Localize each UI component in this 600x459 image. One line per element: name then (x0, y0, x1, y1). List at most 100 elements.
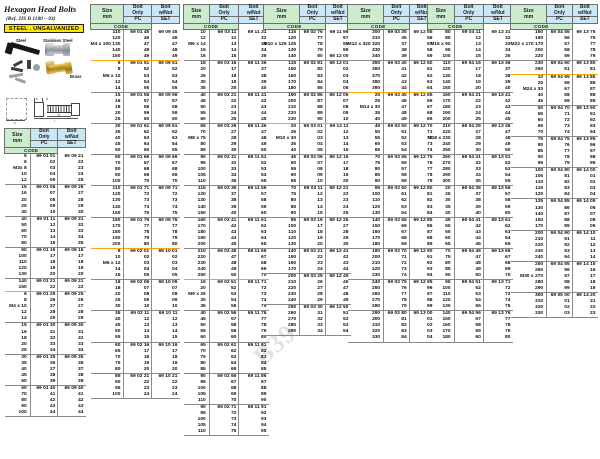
cell-size: 20 (290, 123, 297, 129)
cell-code-bolt-only: 74 (123, 204, 152, 211)
cell-code-bolt-with-nut: 69 09 71 (151, 185, 180, 193)
table-row: 280 33 53 (264, 323, 351, 330)
cell-code-bolt-only: 69 03 35 (383, 29, 410, 37)
cell-size: 70 (510, 129, 547, 137)
table-row: 10 02 02 (91, 254, 180, 261)
cell-size: 65 (263, 179, 300, 187)
table-row: 50 42 62 (428, 223, 513, 230)
table-row: 105 69 89 (184, 391, 269, 398)
cell-code-bolt-only: 69 01 51 (123, 60, 152, 68)
cell-code-bolt-with-nut: 25 (324, 210, 351, 218)
cell-code-bolt-with-nut: 38 (482, 73, 513, 80)
cell-code-bolt-only: 69 03 30 (299, 304, 326, 312)
cell-size: 70 (200, 129, 206, 135)
table-row: 220 92 12 (511, 242, 598, 249)
cell-size: 50 (200, 323, 206, 329)
header-size: Size mm (427, 4, 455, 24)
cell-code-bolt-only: 69 04 65 (546, 74, 573, 81)
table-row: 35 48 68 (348, 110, 435, 117)
table-row: 100 70 70 (90, 179, 180, 187)
cell-code-bolt-only: 65 (208, 366, 239, 374)
table-row: 80 15 35 (4, 240, 86, 248)
cell-code-bolt-only: 50 (208, 273, 239, 281)
cell-code-bolt-only: 44 (453, 235, 484, 242)
table-row: 300 69 05 00 69 14 20 (511, 292, 598, 300)
cell-size: 290 (442, 173, 451, 179)
cell-code-bolt-only: 40 (453, 210, 484, 218)
cell-code-bolt-only: 67 (123, 161, 152, 168)
cell-code-bolt-with-nut: 69 (151, 173, 180, 180)
table-row: 80 69 04 11 69 13 31 (428, 29, 513, 37)
cell-code-bolt-with-nut: 21 (571, 299, 598, 306)
cell-code-bolt-with-nut: 92 (571, 117, 598, 124)
cell-size: 100 (197, 167, 206, 173)
cell-code-bolt-with-nut: 03 (571, 186, 598, 193)
table-row: 80 29 49 (184, 142, 269, 149)
cell-size: 260 (371, 292, 381, 298)
cell-size: 110 (112, 30, 121, 36)
cell-code-bolt-with-nut: 32 (57, 222, 86, 229)
table-row: 5 69 01 01 69 09 21 (5, 153, 86, 161)
cell-code-bolt-with-nut: 89 (571, 98, 598, 106)
table-row: 180 78 78 (91, 229, 180, 236)
cell-code-bolt-with-nut: 69 09 66 (151, 154, 180, 162)
cell-code-bolt-only: 69 01 56 (123, 92, 152, 99)
cell-code-bolt-only: 96 (546, 267, 573, 275)
table-row: 80 76 96 (511, 143, 598, 150)
cell-code-bolt-with-nut: 69 09 40 (57, 385, 86, 392)
cell-size: 40 (263, 148, 300, 156)
cell-code-bolt-only: 43 (453, 229, 484, 236)
cell-code-bolt-with-nut: 70 (238, 273, 269, 281)
cell-code-bolt-with-nut: 37 (482, 67, 513, 74)
cell-code-bolt-only: 17 (208, 67, 239, 74)
cell-size: 130 (427, 304, 455, 312)
cell-code-bolt-only: 69 04 51 (453, 279, 484, 287)
cell-code-bolt-with-nut: 53 (482, 167, 513, 174)
cell-size: 80 (200, 360, 206, 366)
cell-code-bolt-only: 12 (299, 192, 326, 199)
stainless-nut-photo (63, 43, 70, 56)
table-row: 90 69 03 31 69 11 51 (184, 154, 269, 162)
cell-code-bolt-only: 34 (299, 329, 326, 337)
cell-code-bolt-with-nut: 10 (324, 116, 351, 124)
cell-size: 85 (445, 266, 451, 272)
cell-code-bolt-only: 52 (453, 286, 484, 293)
cell-code-bolt-with-nut: 46 (324, 280, 351, 287)
cell-size: 45 (21, 372, 27, 378)
cell-code-bolt-only: 74 (208, 423, 239, 430)
cell-size: 20 (200, 67, 206, 73)
cell-code-bolt-with-nut: 93 (571, 123, 598, 130)
cell-size: 85 (445, 36, 451, 42)
cell-code-bolt-only: 69 04 75 (546, 136, 573, 144)
table-row: 20 52 72 (184, 286, 269, 293)
cell-size: 230 (197, 260, 206, 266)
parts-table-header: Size mm Bolt Only Bolt w/Nut PC SET CODE (427, 3, 514, 31)
cell-code-bolt-with-nut: 69 09 21 (57, 153, 86, 161)
table-row: 6 02 22 (5, 160, 86, 167)
cell-size: 40 (200, 311, 206, 317)
table-row: M9 x 25 53 73 (184, 292, 269, 299)
cell-size: 90 (200, 405, 206, 410)
cell-code-bolt-with-nut: 57 (151, 98, 180, 105)
cell-code-bolt-with-nut: 28 (57, 310, 86, 317)
table-row: 55 71 91 (511, 111, 598, 118)
table-row: 110 53 73 (428, 292, 513, 299)
cell-code-bolt-with-nut: 33 (238, 42, 269, 49)
cell-code-bolt-with-nut: 48 (151, 48, 180, 55)
cell-code-bolt-with-nut: 19 (151, 360, 180, 367)
cell-code-bolt-with-nut: 68 (408, 110, 435, 117)
cell-size: 55 (290, 167, 297, 173)
cell-code-bolt-with-nut: 48 (324, 292, 351, 299)
cell-code-bolt-only: 59 (123, 110, 152, 117)
cell-code-bolt-with-nut: 97 (324, 36, 351, 43)
cell-code-bolt-only: 89 (299, 110, 326, 117)
cell-code-bolt-with-nut: 18 (151, 354, 180, 361)
table-row: 150 49 49 (90, 54, 180, 62)
table-row: 75 47 67 (428, 254, 513, 261)
table-row: 210 69 04 26 69 13 46 (428, 123, 513, 130)
cell-code-bolt-only: 41 (383, 67, 410, 74)
cell-size: 115 (288, 61, 297, 67)
cell-size: 115 (288, 30, 297, 36)
parts-table-column-5: Size mm Bolt Only Bolt w/Nut PC SET CODE 80 69 04 … (427, 3, 514, 343)
cell-code-bolt-with-nut: 69 12 60 (408, 60, 435, 68)
